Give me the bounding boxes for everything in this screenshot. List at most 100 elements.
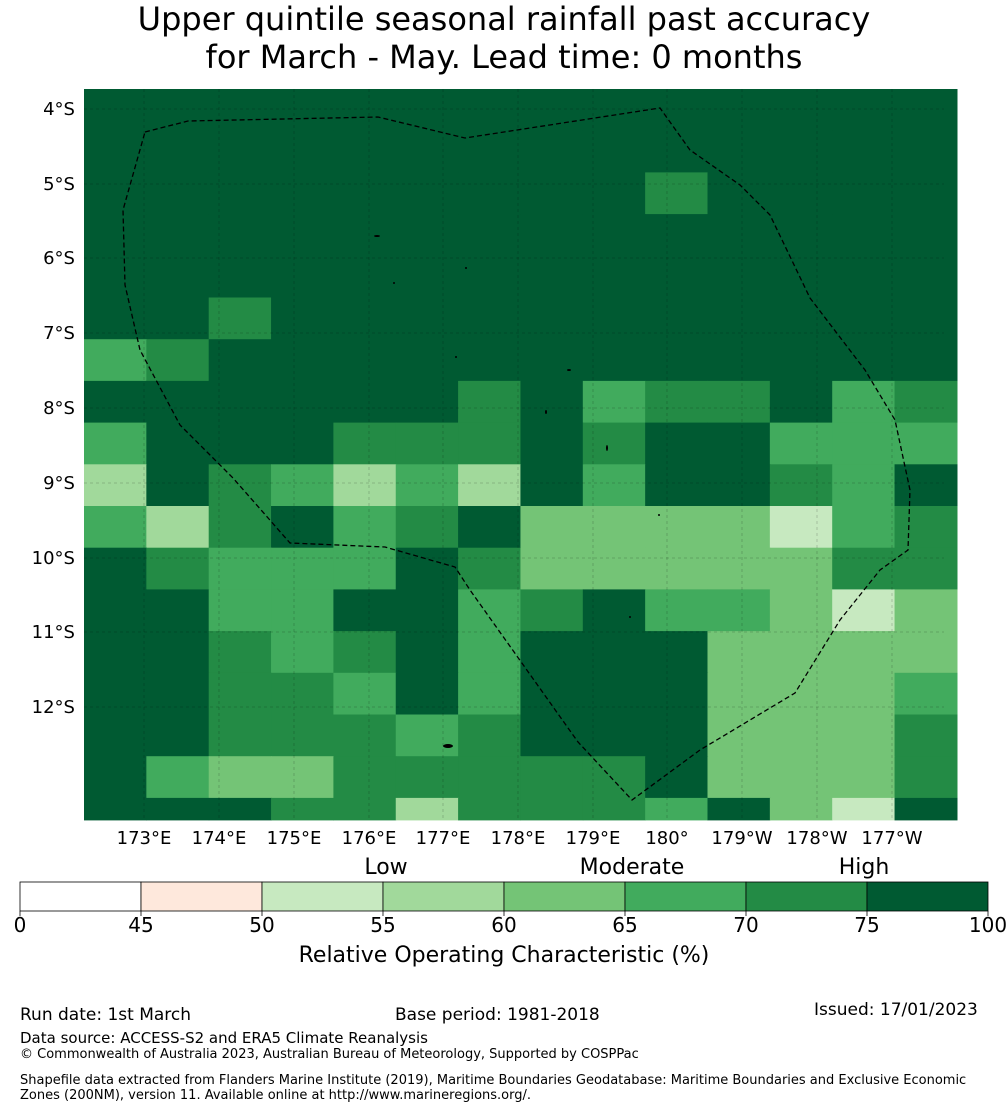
grid-cell [520,631,584,674]
grid-cell [582,130,646,173]
grid-cell [582,89,646,132]
grid-cell [769,589,833,632]
colorbar-tick-label: 70 [733,913,759,937]
colorbar-tick-label: 75 [854,913,880,937]
grid-cell [645,547,709,590]
grid-cell [832,797,896,821]
grid-cell [707,589,771,632]
grid-cell [146,89,210,132]
grid-cell [894,297,958,340]
shapefile-credit: Shapefile data extracted from Flanders M… [20,1073,967,1103]
grid-cell [832,464,896,507]
grid-cell [208,464,272,507]
grid-cell [208,797,272,821]
grid-cell [208,422,272,465]
grid-cell [707,631,771,674]
grid-cell [832,714,896,757]
title-line-2: for March - May. Lead time: 0 months [205,38,803,76]
island [606,445,608,451]
grid-cell [208,589,272,632]
grid-cell [146,797,210,821]
category-low: Low [364,855,408,880]
island [455,356,457,358]
grid-cell [894,756,958,799]
grid-cell [832,631,896,674]
grid-cell [582,380,646,423]
grid-cell [645,714,709,757]
grid-cell [894,797,958,821]
grid-cell [894,422,958,465]
grid-cell [582,464,646,507]
lon-label: 178°W [786,828,847,849]
grid-cell [458,214,522,257]
grid-cell [769,547,833,590]
colorbar-segment [745,881,868,912]
grid-cell [894,255,958,298]
grid-cell [582,506,646,549]
grid-cell [582,672,646,715]
colorbar-tick-label: 100 [968,913,1008,937]
category-moderate: Moderate [579,855,685,880]
grid-cell [208,672,272,715]
grid-cell [208,380,272,423]
grid-cell [395,672,459,715]
colorbar-tick-label: 50 [249,913,275,937]
data-source: Data source: ACCESS-S2 and ERA5 Climate … [20,1029,428,1047]
grid-cell [146,464,210,507]
grid-cell [894,172,958,215]
grid-cell [582,797,646,821]
grid-cell [208,130,272,173]
grid-cell [458,339,522,382]
grid-cell [769,464,833,507]
grid-cell [271,672,334,715]
grid-cell [271,589,334,632]
grid-cell [707,297,771,340]
colorbar-segment [382,881,505,912]
island [465,267,467,269]
island [545,410,547,414]
grid-cell [582,589,646,632]
grid-cell [395,214,459,257]
grid-cell [894,714,958,757]
grid-cell [707,89,771,132]
grid-cell [458,464,522,507]
grid-cell [645,339,709,382]
grid-cell [707,797,771,821]
grid-cell [395,547,459,590]
colorbar-segment [866,881,989,912]
colorbar-tick-label: 0 [13,913,27,937]
grid-cell [146,756,210,799]
latitude-labels: 4°S 5°S 6°S 7°S 8°S 9°S 10°S 11°S 12°S [32,99,75,718]
grid-cell [146,339,210,382]
grid-cell [894,380,958,423]
grid-cell [832,380,896,423]
grid-cell [582,297,646,340]
grid-cell [458,422,522,465]
grid-cell [458,756,522,799]
grid-cell [208,756,272,799]
grid-cell [146,214,210,257]
grid-cell [582,255,646,298]
grid-cell [769,297,833,340]
grid-cell [333,130,397,173]
grid-cell [645,214,709,257]
grid-cell [146,714,210,757]
grid-cell [333,631,397,674]
grid-cell [707,506,771,549]
grid-cell [333,89,397,132]
grid-cell [146,297,210,340]
grid-cell [271,130,334,173]
grid-cell [333,506,397,549]
grid-cell [84,464,147,507]
grid-cell [208,714,272,757]
grid-cell [271,547,334,590]
grid-cell [208,339,272,382]
grid-cell [458,547,522,590]
grid-cell [395,506,459,549]
grid-cell [769,631,833,674]
grid-cell [458,506,522,549]
grid-cell [333,339,397,382]
lon-label: 173°E [117,828,172,849]
lat-label: 12°S [32,697,75,718]
